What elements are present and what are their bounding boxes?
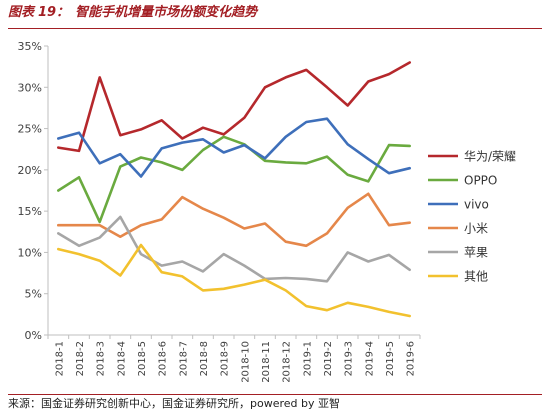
legend-label: vivo <box>464 198 489 212</box>
figure-label: 图表 <box>8 5 35 20</box>
x-tick-label: 2018-11 <box>261 341 272 383</box>
x-tick-label: 2018-1 <box>54 341 65 376</box>
series-line-4 <box>56 215 412 283</box>
x-tick-label: 2019-4 <box>364 341 375 376</box>
x-tick-label: 2019-5 <box>385 341 396 376</box>
x-tick-label: 2018-12 <box>282 341 293 383</box>
y-tick-label: 15% <box>18 205 42 218</box>
x-tick-label: 2018-8 <box>199 341 210 376</box>
y-tick-label: 25% <box>18 123 42 136</box>
legend-label: 华为/荣耀 <box>464 150 516 164</box>
y-axis: 0% 5% 10% 15% 20% 25% 30% 35% <box>18 40 49 342</box>
series-lines <box>56 61 412 318</box>
series-line-1 <box>56 135 412 224</box>
y-tick-label: 20% <box>18 164 42 177</box>
x-tick-label: 2019-2 <box>323 341 334 376</box>
x-tick-label: 2018-2 <box>75 341 86 376</box>
figure-title: 图表 19： 智能手机增量市场份额变化趋势 <box>8 2 542 29</box>
figure-number: 19 <box>38 5 57 20</box>
series-line-5 <box>56 243 412 318</box>
x-tick-label: 2019-6 <box>406 341 417 376</box>
x-tick-label: 2018-4 <box>116 341 127 376</box>
series-line-0 <box>56 61 412 153</box>
y-tick-label: 5% <box>25 288 42 301</box>
x-tick-label: 2018-7 <box>178 341 189 376</box>
y-tick-label: 0% <box>25 329 42 342</box>
figure-title-text: 智能手机增量市场份额变化趋势 <box>75 5 258 20</box>
x-tick-label: 2018-6 <box>158 341 169 376</box>
x-tick-label: 2018-10 <box>240 341 251 383</box>
legend-label: 其他 <box>464 270 488 284</box>
figure-colon: ： <box>56 5 70 20</box>
x-tick-label: 2018-3 <box>96 341 107 376</box>
x-tick-label: 2018-9 <box>220 341 231 376</box>
y-tick-label: 35% <box>18 40 42 53</box>
series-line-2 <box>56 117 412 178</box>
legend-label: OPPO <box>464 174 497 188</box>
legend-label: 小米 <box>464 222 488 236</box>
x-axis: 2018-1 2018-2 2018-3 2018-4 2018-5 2018-6 2018… <box>47 334 421 383</box>
legend-label: 苹果 <box>464 246 488 260</box>
y-tick-label: 30% <box>18 81 42 94</box>
x-tick-label: 2019-1 <box>302 341 313 376</box>
x-tick-label: 2019-3 <box>344 341 355 376</box>
y-tick-label: 10% <box>18 246 42 259</box>
series-line-3 <box>56 192 412 248</box>
source-note: 来源：国金证券研究创新中心，国金证券研究所，powered by 亚智 <box>8 394 542 413</box>
x-tick-label: 2018-5 <box>137 341 148 376</box>
